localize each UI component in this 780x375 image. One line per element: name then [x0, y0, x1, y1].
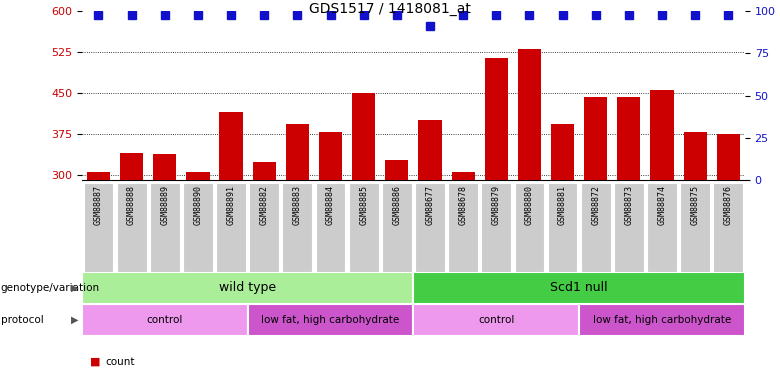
Text: ■: ■	[90, 357, 100, 367]
Text: GSM88873: GSM88873	[624, 184, 633, 225]
Text: ▶: ▶	[70, 315, 78, 325]
Bar	[253, 162, 276, 338]
Text: control: control	[478, 315, 515, 325]
FancyBboxPatch shape	[282, 183, 312, 272]
Bar	[584, 97, 608, 338]
FancyBboxPatch shape	[150, 183, 179, 272]
Bar	[153, 154, 176, 338]
Text: GDS1517 / 1418081_at: GDS1517 / 1418081_at	[309, 2, 471, 16]
Text: genotype/variation: genotype/variation	[1, 283, 100, 293]
Text: Scd1 null: Scd1 null	[551, 281, 608, 294]
Bar	[87, 172, 110, 338]
FancyBboxPatch shape	[680, 183, 710, 272]
Text: GSM88880: GSM88880	[525, 184, 534, 225]
FancyBboxPatch shape	[216, 183, 246, 272]
Text: GSM88882: GSM88882	[260, 184, 269, 225]
Bar	[651, 90, 674, 338]
FancyBboxPatch shape	[316, 183, 346, 272]
Bar	[551, 124, 574, 338]
Text: GSM88888: GSM88888	[127, 184, 136, 225]
FancyBboxPatch shape	[83, 183, 113, 272]
Text: GSM88874: GSM88874	[658, 184, 667, 225]
Text: GSM88886: GSM88886	[392, 184, 402, 225]
FancyBboxPatch shape	[714, 183, 743, 272]
Bar	[352, 93, 375, 338]
Text: GSM88889: GSM88889	[160, 184, 169, 225]
Text: GSM88678: GSM88678	[459, 184, 468, 225]
Bar	[484, 57, 508, 338]
Text: GSM88872: GSM88872	[591, 184, 601, 225]
Text: GSM88879: GSM88879	[491, 184, 501, 225]
Bar	[683, 132, 707, 338]
Text: count: count	[105, 357, 135, 367]
Bar	[385, 160, 409, 338]
FancyBboxPatch shape	[448, 183, 478, 272]
Text: control: control	[147, 315, 183, 325]
Text: low fat, high carbohydrate: low fat, high carbohydrate	[593, 315, 731, 325]
FancyBboxPatch shape	[579, 304, 745, 336]
Text: GSM88885: GSM88885	[359, 184, 368, 225]
Text: GSM88891: GSM88891	[226, 184, 236, 225]
Text: GSM88677: GSM88677	[425, 184, 434, 225]
FancyBboxPatch shape	[183, 183, 213, 272]
FancyBboxPatch shape	[415, 183, 445, 272]
Text: GSM88890: GSM88890	[193, 184, 203, 225]
FancyBboxPatch shape	[647, 183, 677, 272]
FancyBboxPatch shape	[515, 183, 544, 272]
FancyBboxPatch shape	[614, 183, 644, 272]
Bar	[617, 97, 640, 338]
FancyBboxPatch shape	[247, 304, 413, 336]
FancyBboxPatch shape	[82, 272, 413, 304]
Bar	[285, 124, 309, 338]
Bar	[452, 172, 475, 338]
FancyBboxPatch shape	[250, 183, 279, 272]
Text: protocol: protocol	[1, 315, 44, 325]
FancyBboxPatch shape	[382, 183, 412, 272]
Bar	[319, 132, 342, 338]
Text: GSM88883: GSM88883	[292, 184, 302, 225]
Bar	[518, 50, 541, 338]
FancyBboxPatch shape	[581, 183, 611, 272]
FancyBboxPatch shape	[117, 183, 147, 272]
FancyBboxPatch shape	[413, 304, 579, 336]
Bar	[717, 134, 740, 338]
Bar	[186, 172, 210, 338]
Text: GSM88881: GSM88881	[558, 184, 567, 225]
FancyBboxPatch shape	[481, 183, 511, 272]
Text: GSM88887: GSM88887	[94, 184, 103, 225]
FancyBboxPatch shape	[82, 304, 247, 336]
Bar	[418, 120, 441, 338]
FancyBboxPatch shape	[548, 183, 577, 272]
FancyBboxPatch shape	[413, 272, 745, 304]
Text: low fat, high carbohydrate: low fat, high carbohydrate	[261, 315, 399, 325]
Bar	[120, 153, 144, 338]
Text: wild type: wild type	[219, 281, 276, 294]
Text: GSM88876: GSM88876	[724, 184, 733, 225]
Bar	[219, 112, 243, 338]
Text: GSM88884: GSM88884	[326, 184, 335, 225]
Text: GSM88875: GSM88875	[690, 184, 700, 225]
FancyBboxPatch shape	[349, 183, 378, 272]
Text: ▶: ▶	[70, 283, 78, 293]
